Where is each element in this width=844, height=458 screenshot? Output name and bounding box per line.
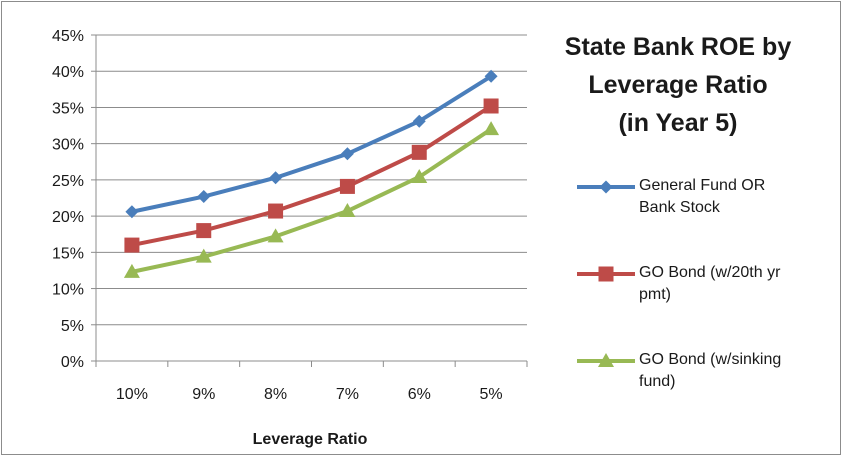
- data-point: [124, 237, 140, 253]
- x-tick-label: 6%: [408, 386, 431, 403]
- data-point: [268, 203, 284, 219]
- data-point: [197, 190, 211, 204]
- y-tick-label: 35%: [52, 100, 84, 117]
- series-square: [124, 98, 499, 253]
- x-tick-label: 9%: [192, 386, 215, 403]
- axes: [91, 34, 528, 367]
- y-tick-label: 45%: [52, 28, 84, 45]
- series-diamond: [125, 69, 498, 219]
- data-point: [196, 223, 212, 239]
- y-tick-label: 5%: [61, 318, 84, 335]
- y-tick-label: 20%: [52, 209, 84, 226]
- y-tick-label: 25%: [52, 173, 84, 190]
- series-group: [123, 69, 500, 278]
- data-point: [339, 178, 355, 194]
- legend-label-line: General Fund OR: [639, 177, 766, 194]
- series-line: [131, 127, 493, 274]
- legend-label: GO Bond (w/sinking fund): [639, 349, 839, 393]
- legend-item-go-bond-20th: GO Bond (w/20th yr pmt): [575, 262, 844, 322]
- legend-key-triangle: [577, 353, 635, 367]
- legend-key-marker: [598, 353, 614, 367]
- x-tick-label: 7%: [336, 386, 359, 403]
- legend-key-square: [577, 266, 635, 282]
- data-point: [484, 69, 498, 83]
- legend-label-line: pmt): [639, 286, 671, 303]
- x-tick-label: 8%: [264, 386, 287, 403]
- data-point: [267, 228, 284, 243]
- x-axis-ticks: 10% 9% 8% 7% 6% 5%: [116, 386, 503, 403]
- data-point: [411, 168, 428, 183]
- data-point: [483, 98, 499, 114]
- data-point: [269, 171, 283, 185]
- legend-key-diamond: [577, 180, 635, 194]
- chart-title-line: Leverage Ratio: [588, 71, 768, 99]
- legend-label-line: GO Bond (w/sinking: [639, 351, 782, 368]
- y-tick-label: 30%: [52, 137, 84, 154]
- data-point: [340, 147, 354, 161]
- legend-label-line: fund): [639, 373, 676, 390]
- legend-label: General Fund OR Bank Stock: [639, 175, 839, 219]
- legend-label-line: GO Bond (w/20th yr: [639, 264, 781, 281]
- series-triangle: [123, 121, 500, 278]
- legend-item-general-fund: General Fund OR Bank Stock: [575, 175, 844, 235]
- legend-label-line: Bank Stock: [639, 199, 720, 216]
- data-point: [412, 114, 426, 128]
- y-tick-label: 15%: [52, 245, 84, 262]
- y-tick-label: 10%: [52, 282, 84, 299]
- data-point: [339, 203, 356, 218]
- x-tick-label: 5%: [480, 386, 503, 403]
- y-tick-label: 40%: [52, 64, 84, 81]
- chart-title-line: (in Year 5): [618, 109, 738, 137]
- chart-title: State Bank ROE by Leverage Ratio (in Yea…: [548, 28, 808, 142]
- data-point: [483, 121, 500, 136]
- data-point: [195, 248, 212, 263]
- legend-key-marker: [599, 180, 613, 194]
- data-point: [125, 205, 139, 219]
- series-line: [131, 104, 493, 248]
- legend-item-go-bond-sinking: GO Bond (w/sinking fund): [575, 349, 844, 409]
- series-line: [131, 74, 493, 214]
- legend-label: GO Bond (w/20th yr pmt): [639, 262, 839, 306]
- x-tick-label: 10%: [116, 386, 148, 403]
- legend-key-marker: [598, 266, 614, 282]
- y-tick-label: 0%: [61, 354, 84, 371]
- data-point: [411, 144, 427, 160]
- data-point: [123, 263, 140, 278]
- y-axis-ticks: 0% 5% 10% 15% 20% 25% 30% 35% 40% 45%: [52, 28, 84, 371]
- x-axis-label: Leverage Ratio: [253, 431, 368, 448]
- chart-title-line: State Bank ROE by: [564, 33, 792, 61]
